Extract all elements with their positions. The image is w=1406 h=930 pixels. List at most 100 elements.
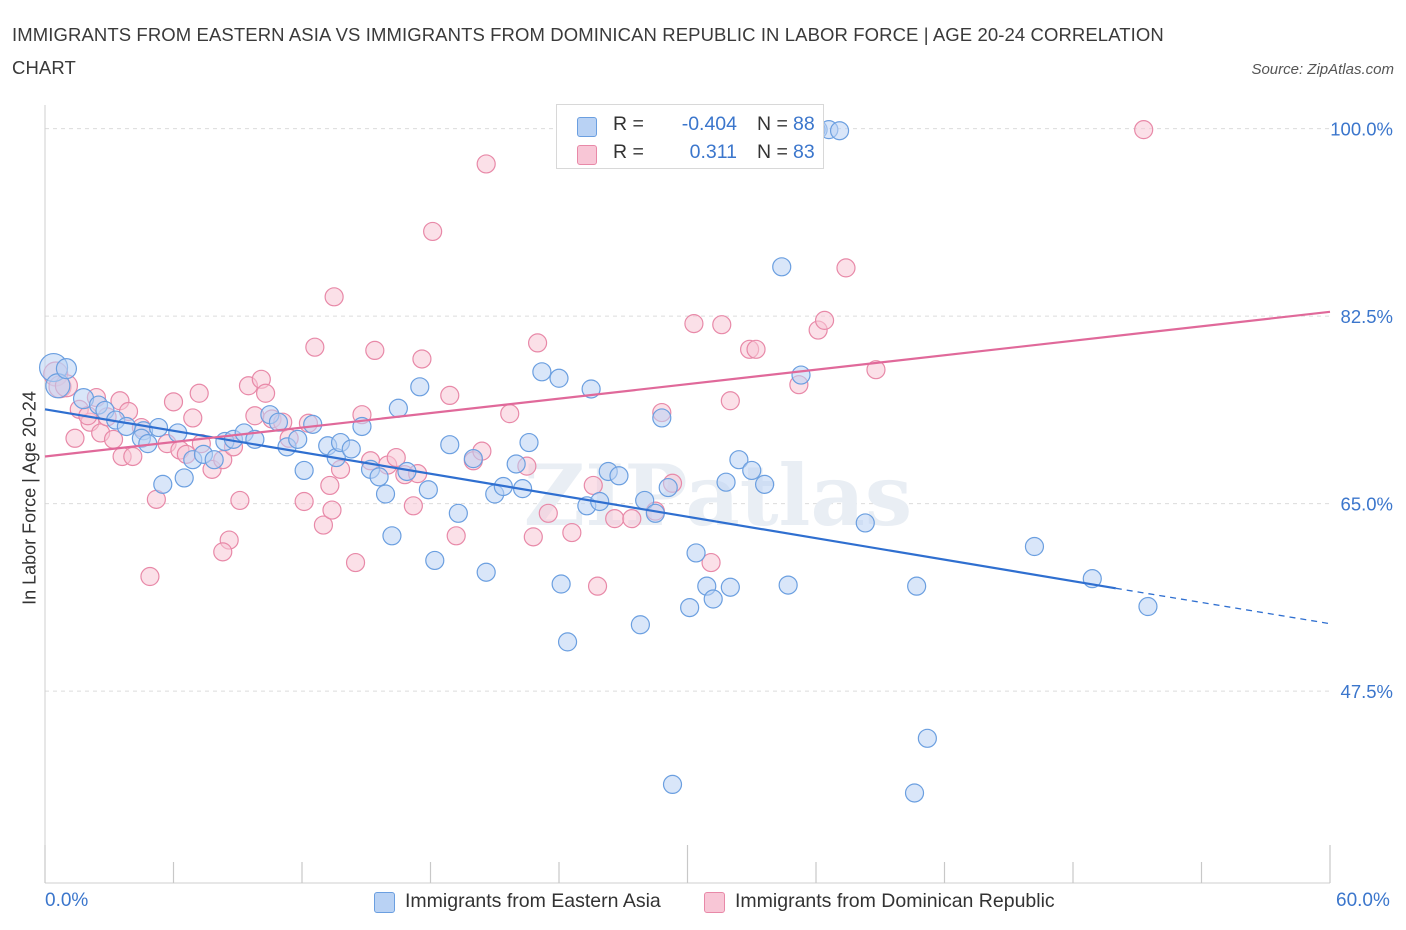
blue-point-85 xyxy=(1024,536,1045,557)
y-tick-labels: 100.0% 82.5% 65.0% 47.5% xyxy=(1330,119,1393,703)
pink-point-43 xyxy=(320,475,340,496)
pink-point-55 xyxy=(412,349,432,369)
blue-point-65 xyxy=(680,597,700,618)
pink-point-80 xyxy=(746,339,766,359)
pink-r-label: R = xyxy=(613,141,644,163)
blue-point-52 xyxy=(549,368,569,388)
legend-pink-swatch xyxy=(704,892,725,913)
blue-point-50 xyxy=(519,432,539,453)
blue-point-73 xyxy=(754,474,775,494)
blue-point-37 xyxy=(388,398,408,418)
blue-point-84 xyxy=(904,783,925,803)
pink-n-value: 83 xyxy=(793,141,815,163)
blue-point-72 xyxy=(742,460,762,481)
pink-point-86 xyxy=(1134,120,1154,140)
blue-point-42 xyxy=(440,435,460,455)
blue-series-points xyxy=(38,120,1158,803)
blue-n-label: N = xyxy=(757,113,788,135)
blue-point-51 xyxy=(532,362,552,382)
blue-point-35 xyxy=(375,484,396,504)
blue-point-81 xyxy=(855,513,875,533)
blue-point-36 xyxy=(382,526,402,546)
pink-point-66 xyxy=(538,503,558,523)
blue-point-41 xyxy=(425,550,445,571)
blue-point-43 xyxy=(448,503,468,523)
blue-point-14 xyxy=(174,468,194,488)
blue-point-64 xyxy=(658,477,678,498)
y-tick-label-2: 65.0% xyxy=(1341,494,1393,515)
stats-legend: R = -0.404 N = 88 R = 0.311 N = 83 xyxy=(556,104,824,169)
pink-point-38 xyxy=(294,491,314,512)
blue-point-40 xyxy=(418,480,438,500)
pink-point-65 xyxy=(523,527,543,547)
pink-point-67 xyxy=(562,522,582,543)
blue-point-26 xyxy=(294,460,314,481)
blue-r-value: -0.404 xyxy=(681,113,737,135)
pink-point-78 xyxy=(712,315,732,335)
blue-point-70 xyxy=(720,577,740,597)
pink-point-58 xyxy=(446,526,466,546)
pink-point-7 xyxy=(65,428,85,448)
pink-point-28 xyxy=(213,542,233,562)
blue-point-7 xyxy=(116,416,136,437)
pink-point-70 xyxy=(605,509,625,529)
blue-point-45 xyxy=(476,562,496,582)
pink-point-75 xyxy=(684,314,704,334)
blue-point-54 xyxy=(557,632,578,652)
blue-point-66 xyxy=(686,543,706,563)
pink-point-53 xyxy=(403,496,423,516)
pink-point-61 xyxy=(476,154,496,174)
blue-point-59 xyxy=(609,466,629,486)
pink-point-84 xyxy=(836,258,856,278)
pink-point-46 xyxy=(345,552,366,573)
blue-trend-extension xyxy=(1115,587,1331,625)
blue-r-label: R = xyxy=(613,113,644,135)
blue-point-83 xyxy=(917,728,937,748)
pink-point-40 xyxy=(305,337,325,357)
pink-point-16 xyxy=(140,566,160,587)
pink-point-64 xyxy=(527,333,548,353)
pink-point-44 xyxy=(324,287,344,307)
pink-point-68 xyxy=(587,576,608,596)
blue-point-74 xyxy=(772,257,792,277)
pink-point-62 xyxy=(500,404,520,424)
pink-point-85 xyxy=(866,360,886,380)
blue-point-34 xyxy=(369,467,389,487)
blue-point-53 xyxy=(551,574,571,594)
pink-trend-line xyxy=(44,310,1331,458)
blue-point-31 xyxy=(341,439,361,459)
blue-point-76 xyxy=(791,365,811,385)
pink-point-69 xyxy=(583,475,603,496)
pink-point-23 xyxy=(189,383,209,403)
blue-trend-line xyxy=(44,408,1117,590)
y-tick-label-3: 47.5% xyxy=(1341,681,1393,702)
pink-point-57 xyxy=(440,385,460,406)
axes-layer xyxy=(44,105,1331,884)
blue-point-80 xyxy=(829,121,850,141)
pink-point-14 xyxy=(123,446,143,467)
pink-point-71 xyxy=(622,509,642,529)
y-tick-label-0: 100.0% xyxy=(1330,119,1393,140)
pink-point-22 xyxy=(183,408,203,428)
pink-point-42 xyxy=(322,500,342,520)
blue-point-12 xyxy=(153,474,173,494)
blue-point-48 xyxy=(506,454,526,474)
pink-point-34 xyxy=(255,383,276,403)
blue-n-value: 88 xyxy=(793,113,815,135)
blue-point-69 xyxy=(716,472,736,492)
blue-point-39 xyxy=(410,377,430,397)
watermark: ZIPatlas xyxy=(524,446,912,545)
pink-point-56 xyxy=(423,221,443,242)
pink-point-76 xyxy=(701,552,721,573)
blue-point-75 xyxy=(778,575,798,595)
pink-point-30 xyxy=(230,490,250,511)
blue-point-2 xyxy=(55,358,78,380)
y-axis-label: In Labor Force | Age 20-24 xyxy=(19,391,40,605)
chart-title: IMMIGRANTS FROM EASTERN ASIA VS IMMIGRAN… xyxy=(12,24,1164,78)
blue-point-25 xyxy=(288,429,308,449)
blue-point-60 xyxy=(630,615,650,635)
legend-blue-label: Immigrants from Eastern Asia xyxy=(405,890,661,912)
legend-blue-swatch xyxy=(374,892,395,913)
source-credit: Source: ZipAtlas.com xyxy=(1251,61,1394,78)
x-axis-max-label: 60.0% xyxy=(1336,890,1390,911)
